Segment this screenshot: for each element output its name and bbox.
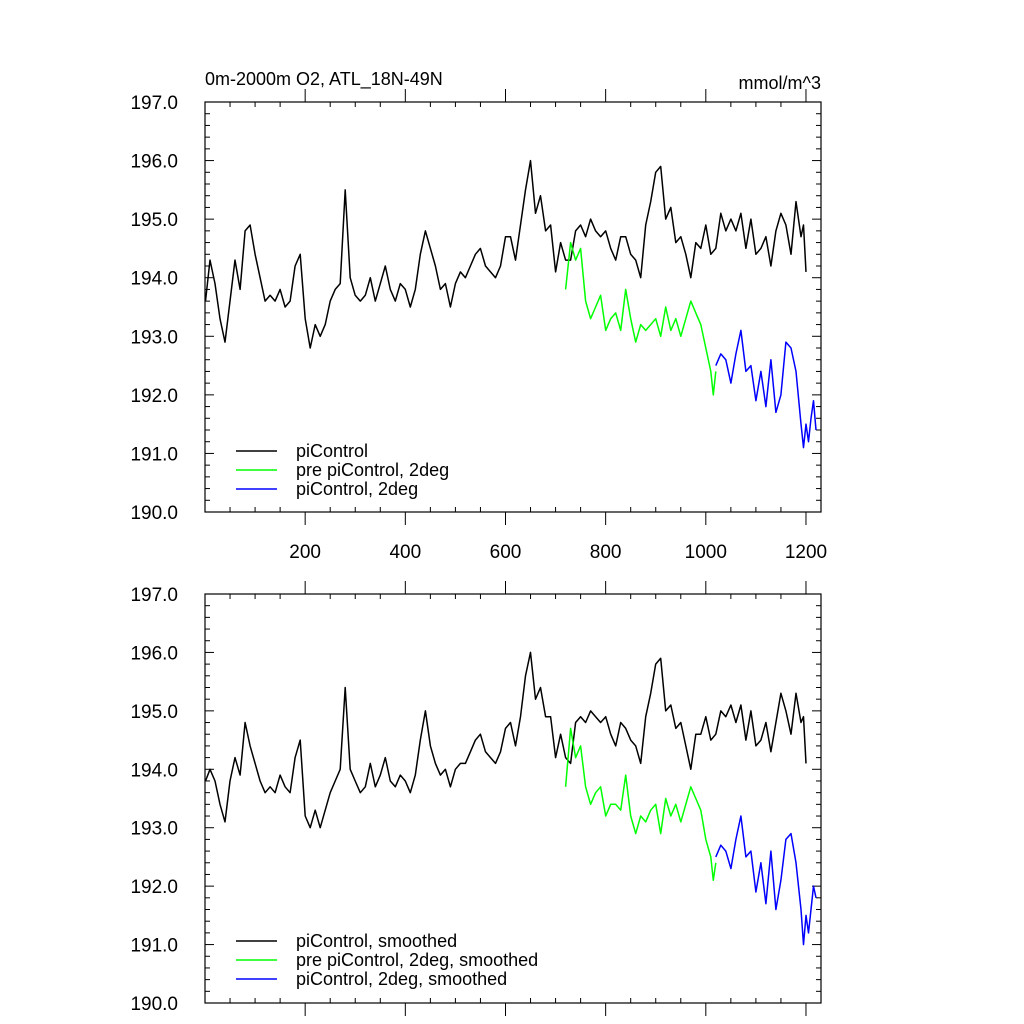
plot-panel-1: 190.0 191.0 192.0 193.0 194.0 195.0 196.0 197.0…: [130, 69, 827, 563]
legend-label-3: piControl, 2deg: [296, 479, 418, 499]
series-line-3: [715, 329, 817, 449]
chart-title: 0m-2000m O2, ATL_18N-49N: [205, 69, 443, 90]
legend-label-2: pre piControl, 2deg, smoothed: [296, 950, 538, 970]
series-line-2: [564, 727, 717, 882]
legend-label-3: piControl, 2deg, smoothed: [296, 969, 507, 989]
y-tick-label: 196.0: [130, 643, 178, 664]
x-tick-label: 400: [389, 542, 421, 563]
y-tick-label: 197.0: [130, 93, 178, 114]
legend-label-1: piControl: [296, 441, 368, 461]
series-line-1: [204, 651, 807, 829]
y-tick-label: 191.0: [130, 444, 178, 465]
series-line-3: [715, 815, 817, 946]
y-tick-label: 192.0: [130, 877, 178, 898]
series-line-1: [204, 159, 807, 349]
y-tick-label: 192.0: [130, 386, 178, 407]
y-tick-label: 191.0: [130, 936, 178, 957]
legend-label-2: pre piControl, 2deg: [296, 460, 449, 480]
y-tick-label: 195.0: [130, 702, 178, 723]
plot-frame: [204, 593, 822, 1004]
y-tick-label: 190.0: [130, 503, 178, 524]
y-tick-label: 194.0: [130, 269, 178, 290]
x-tick-label: 600: [490, 542, 522, 563]
plot-frame: [204, 101, 822, 513]
y-tick-label: 190.0: [130, 994, 178, 1015]
units-label: mmol/m^3: [739, 73, 821, 93]
y-tick-label: 194.0: [130, 760, 178, 781]
y-tick-label: 193.0: [130, 819, 178, 840]
x-tick-label: 800: [590, 542, 622, 563]
plot-panel-2: 190.0 191.0 192.0 193.0 194.0 195.0 196.0 197.0…: [130, 581, 822, 1016]
series-line-2: [564, 241, 717, 396]
legend-label-1: piControl, smoothed: [296, 931, 457, 951]
y-tick-label: 193.0: [130, 327, 178, 348]
y-tick-label: 196.0: [130, 152, 178, 173]
x-tick-label: 1000: [685, 542, 727, 563]
y-tick-label: 197.0: [130, 585, 178, 606]
x-tick-label: 1200: [785, 542, 827, 563]
x-tick-label: 200: [289, 542, 321, 563]
y-tick-label: 195.0: [130, 210, 178, 231]
